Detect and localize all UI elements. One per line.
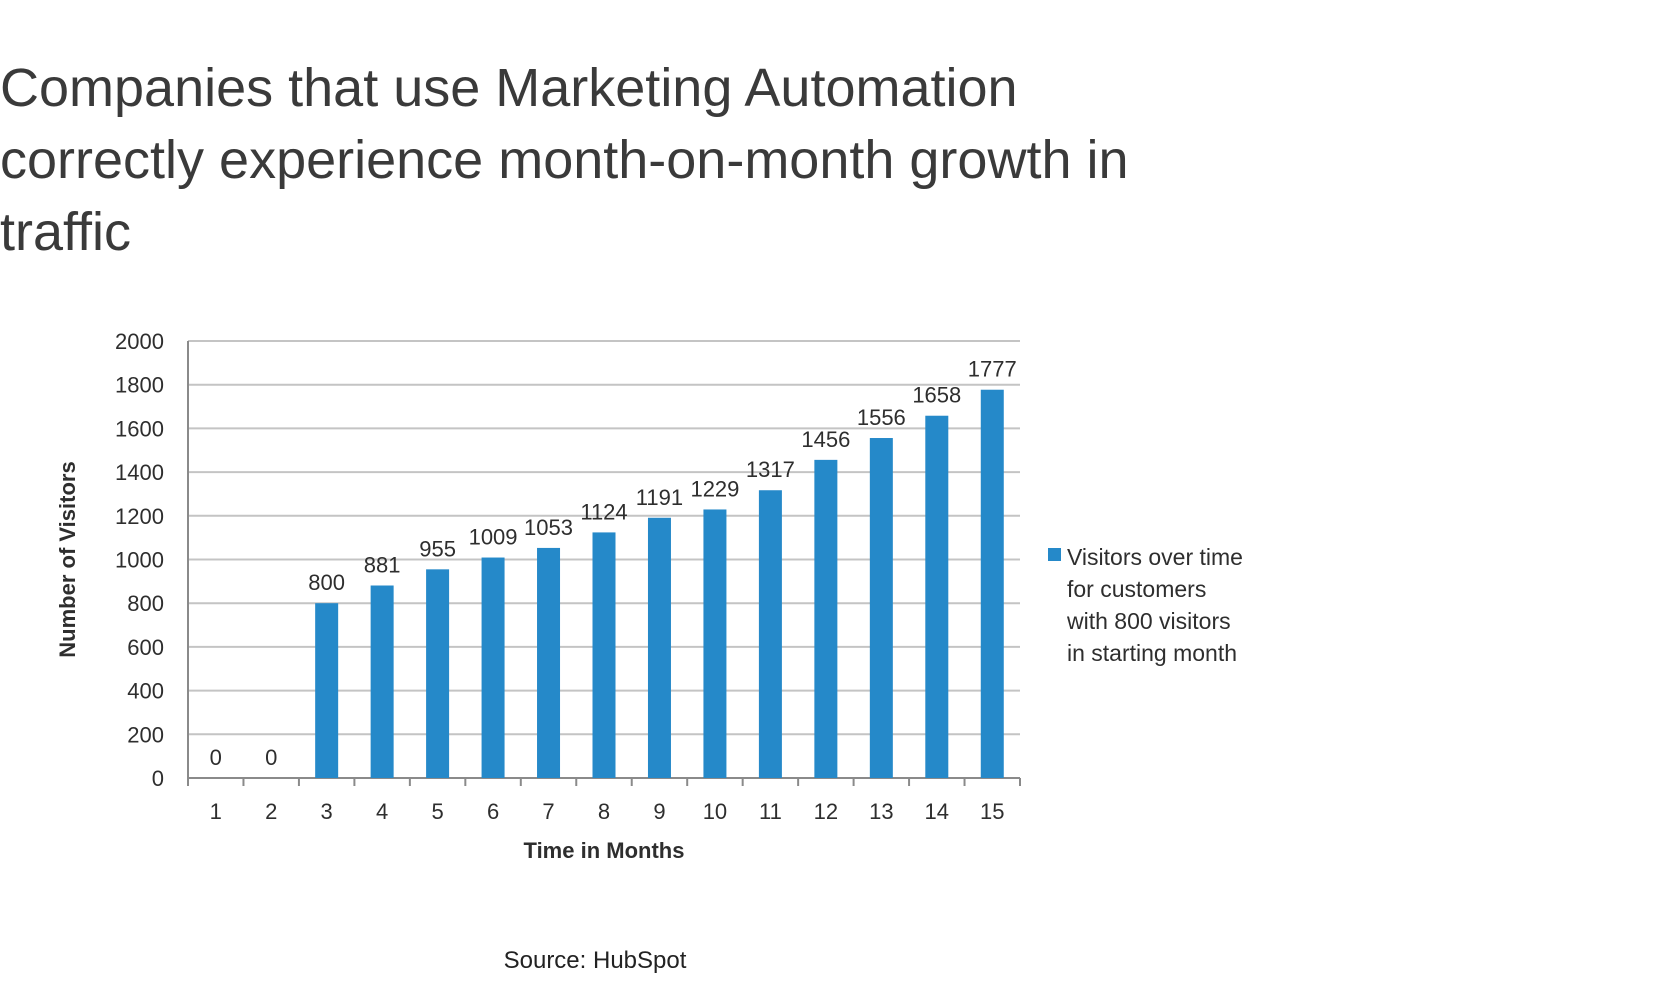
y-tick-label: 400 xyxy=(127,679,164,704)
data-label: 881 xyxy=(364,553,401,578)
x-tick-label: 11 xyxy=(759,799,782,824)
data-label: 1658 xyxy=(912,383,961,408)
x-tick-label: 9 xyxy=(653,799,665,824)
legend-label: Visitors over time for customers with 80… xyxy=(1067,544,1243,666)
x-tick-label: 8 xyxy=(598,799,610,824)
y-tick-label: 1200 xyxy=(115,504,164,529)
x-tick-label: 7 xyxy=(542,799,554,824)
x-tick-label: 5 xyxy=(431,799,443,824)
data-label: 1317 xyxy=(746,457,795,482)
bar xyxy=(592,532,616,778)
x-tick-label: 1 xyxy=(210,799,222,824)
y-tick-label: 1600 xyxy=(115,416,164,441)
y-tick-label: 1000 xyxy=(115,548,164,573)
y-tick-label: 1800 xyxy=(115,373,164,398)
bar xyxy=(370,585,394,778)
chart-headline: Companies that use Marketing Automation … xyxy=(0,58,1129,262)
data-label: 1777 xyxy=(968,357,1017,382)
data-label: 1009 xyxy=(469,525,518,550)
x-tick-label: 6 xyxy=(487,799,499,824)
bar xyxy=(869,438,893,778)
bar xyxy=(814,459,838,778)
data-label: 1191 xyxy=(636,485,683,510)
data-label: 1456 xyxy=(801,427,850,452)
y-axis-title: Number of Visitors xyxy=(55,461,80,657)
bar-chart: 0 200 400 600 800 1000 1200 1400 1600 1800 2000 0 1 0… xyxy=(0,320,1300,880)
x-tick-label: 13 xyxy=(869,799,893,824)
chart-legend: Visitors over time for customers with 80… xyxy=(1048,541,1248,669)
bar xyxy=(537,547,561,778)
legend-swatch xyxy=(1048,548,1061,561)
data-label: 0 xyxy=(265,745,277,770)
bar-chart-plot: 0200400600800100012001400160018002000010… xyxy=(55,329,1021,863)
data-label: 1229 xyxy=(690,476,739,501)
bar xyxy=(703,509,727,778)
bar xyxy=(481,557,505,778)
y-tick-label: 2000 xyxy=(115,329,164,354)
data-label: 1053 xyxy=(524,515,573,540)
x-tick-label: 15 xyxy=(980,799,1004,824)
y-tick-label: 600 xyxy=(127,635,164,660)
x-tick-label: 4 xyxy=(376,799,388,824)
bar xyxy=(426,569,450,778)
data-label: 800 xyxy=(308,570,345,595)
x-tick-label: 14 xyxy=(925,799,949,824)
bar xyxy=(925,415,949,778)
bar xyxy=(980,389,1004,778)
x-axis-title: Time in Months xyxy=(524,838,685,863)
data-label: 1556 xyxy=(857,405,906,430)
bar xyxy=(758,490,782,778)
y-tick-label: 800 xyxy=(127,591,164,616)
x-tick-label: 3 xyxy=(321,799,333,824)
y-tick-label: 200 xyxy=(127,722,164,747)
x-tick-label: 10 xyxy=(703,799,727,824)
y-tick-label: 1400 xyxy=(115,460,164,485)
bar xyxy=(647,517,671,778)
data-label: 1124 xyxy=(580,499,627,524)
x-tick-label: 2 xyxy=(265,799,277,824)
data-label: 955 xyxy=(419,536,456,561)
source-note: Source: HubSpot xyxy=(503,947,687,974)
y-tick-label: 0 xyxy=(152,766,164,791)
data-label: 0 xyxy=(210,745,222,770)
x-tick-label: 12 xyxy=(814,799,838,824)
bar xyxy=(315,603,339,778)
